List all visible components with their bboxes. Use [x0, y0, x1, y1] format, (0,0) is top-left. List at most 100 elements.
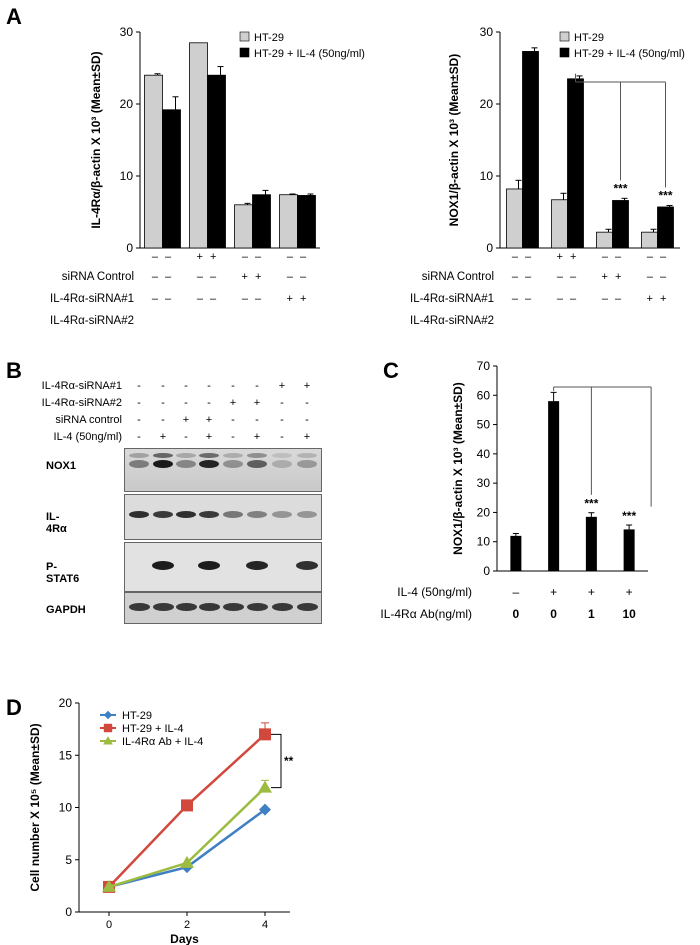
band	[176, 460, 196, 468]
blot-condition-mark: -	[207, 397, 211, 409]
condition-mark: – –	[512, 293, 533, 305]
condition-mark: + +	[242, 271, 264, 283]
bar	[297, 195, 316, 249]
condition-mark: 0	[513, 607, 520, 621]
band	[297, 460, 317, 468]
y-tick-label: 0	[126, 241, 133, 255]
blot-strip-il4ra	[124, 494, 322, 540]
y-axis-title: NOX1/β-actin X 10³ (Mean±SD)	[447, 54, 461, 227]
condition-mark: – –	[557, 293, 578, 305]
blot-condition-mark: +	[182, 414, 190, 426]
band	[223, 511, 243, 518]
bar	[596, 231, 613, 249]
bar	[548, 401, 560, 571]
blot-condition-mark: -	[137, 397, 141, 409]
condition-label: siRNA Control	[62, 271, 134, 283]
condition-label: IL-4Rα-siRNA#2	[410, 315, 494, 327]
condition-mark: – –	[197, 271, 218, 283]
bar	[551, 199, 568, 249]
blot-condition-label: IL-4Rα-siRNA#2	[41, 397, 122, 409]
blot-condition-mark: +	[253, 397, 261, 409]
condition-mark: – –	[602, 293, 623, 305]
legend-label: IL-4Rα Ab + IL-4	[122, 736, 203, 748]
y-axis-title: Cell number X 10⁵ (Mean±SD)	[28, 723, 42, 891]
bar	[234, 204, 253, 249]
condition-mark: – –	[602, 251, 623, 263]
condition-mark: – –	[287, 251, 308, 263]
band	[297, 511, 317, 518]
bar	[506, 188, 523, 249]
blot-condition-mark: -	[231, 380, 235, 392]
band	[176, 511, 196, 518]
condition-mark: – –	[287, 271, 308, 283]
band	[129, 453, 149, 458]
blot-protein-label: IL-4Rα	[46, 511, 67, 535]
blot-condition-mark: +	[205, 431, 213, 443]
x-tick-label: 2	[184, 919, 190, 931]
legend-marker	[103, 736, 113, 745]
y-tick-label: 10	[480, 169, 494, 183]
blot-condition-mark: -	[161, 397, 165, 409]
significance-label: ***	[622, 509, 636, 523]
data-point	[258, 780, 272, 793]
band	[296, 603, 318, 611]
y-tick-label: 30	[480, 25, 494, 39]
condition-mark: – –	[647, 251, 668, 263]
bar	[279, 194, 298, 249]
y-tick-label: 0	[486, 241, 493, 255]
band	[153, 511, 173, 518]
panel-label-d: D	[6, 695, 22, 720]
bar	[585, 516, 597, 571]
band	[153, 460, 173, 468]
significance-label: ***	[584, 497, 598, 511]
y-tick-label: 10	[59, 801, 73, 815]
condition-label: IL-4Rα-siRNA#1	[50, 293, 134, 305]
blot-condition-label: IL-4 (50ng/ml)	[53, 431, 122, 443]
x-tick-label: 0	[106, 919, 112, 931]
y-tick-label: 0	[65, 905, 72, 919]
blot-condition-label: IL-4Rα-siRNA#1	[41, 380, 122, 392]
band	[246, 561, 268, 570]
condition-label: IL-4Rα-siRNA#2	[50, 315, 134, 327]
band	[129, 511, 149, 518]
condition-mark: + +	[197, 251, 219, 263]
band	[199, 453, 219, 458]
condition-mark: – –	[197, 293, 218, 305]
band	[297, 453, 317, 458]
condition-label: IL-4Rα-siRNA#1	[410, 293, 494, 305]
blot-condition-mark: -	[184, 431, 188, 443]
condition-mark: – –	[512, 271, 533, 283]
condition-mark: –	[513, 585, 520, 599]
band	[153, 453, 173, 458]
band	[198, 561, 220, 570]
data-point	[259, 728, 271, 741]
legend-marker	[103, 723, 113, 733]
legend-label: HT-29 + IL-4	[122, 723, 183, 735]
y-tick-label: 60	[477, 388, 491, 402]
condition-mark: – –	[242, 293, 263, 305]
panel-label-c: C	[383, 358, 399, 383]
condition-mark: – –	[152, 271, 173, 283]
legend-marker	[103, 710, 113, 720]
condition-mark: +	[550, 585, 557, 599]
band	[176, 453, 196, 458]
bar	[189, 42, 208, 249]
blot-condition-mark: -	[255, 380, 259, 392]
condition-mark: + +	[287, 293, 309, 305]
legend-swatch	[559, 31, 570, 42]
blot-condition-mark: +	[303, 431, 311, 443]
blot-condition-mark: -	[137, 431, 141, 443]
blot-condition-mark: -	[184, 380, 188, 392]
condition-mark: – –	[152, 293, 173, 305]
y-tick-label: 10	[477, 535, 491, 549]
band	[271, 603, 293, 611]
y-tick-label: 30	[477, 476, 491, 490]
blot-condition-mark: -	[280, 397, 284, 409]
bar	[162, 109, 181, 249]
bar	[612, 200, 629, 249]
band	[272, 511, 292, 518]
blot-condition-mark: +	[278, 380, 286, 392]
y-tick-label: 5	[65, 853, 72, 867]
condition-mark: – –	[557, 271, 578, 283]
blot-condition-mark: +	[229, 397, 237, 409]
